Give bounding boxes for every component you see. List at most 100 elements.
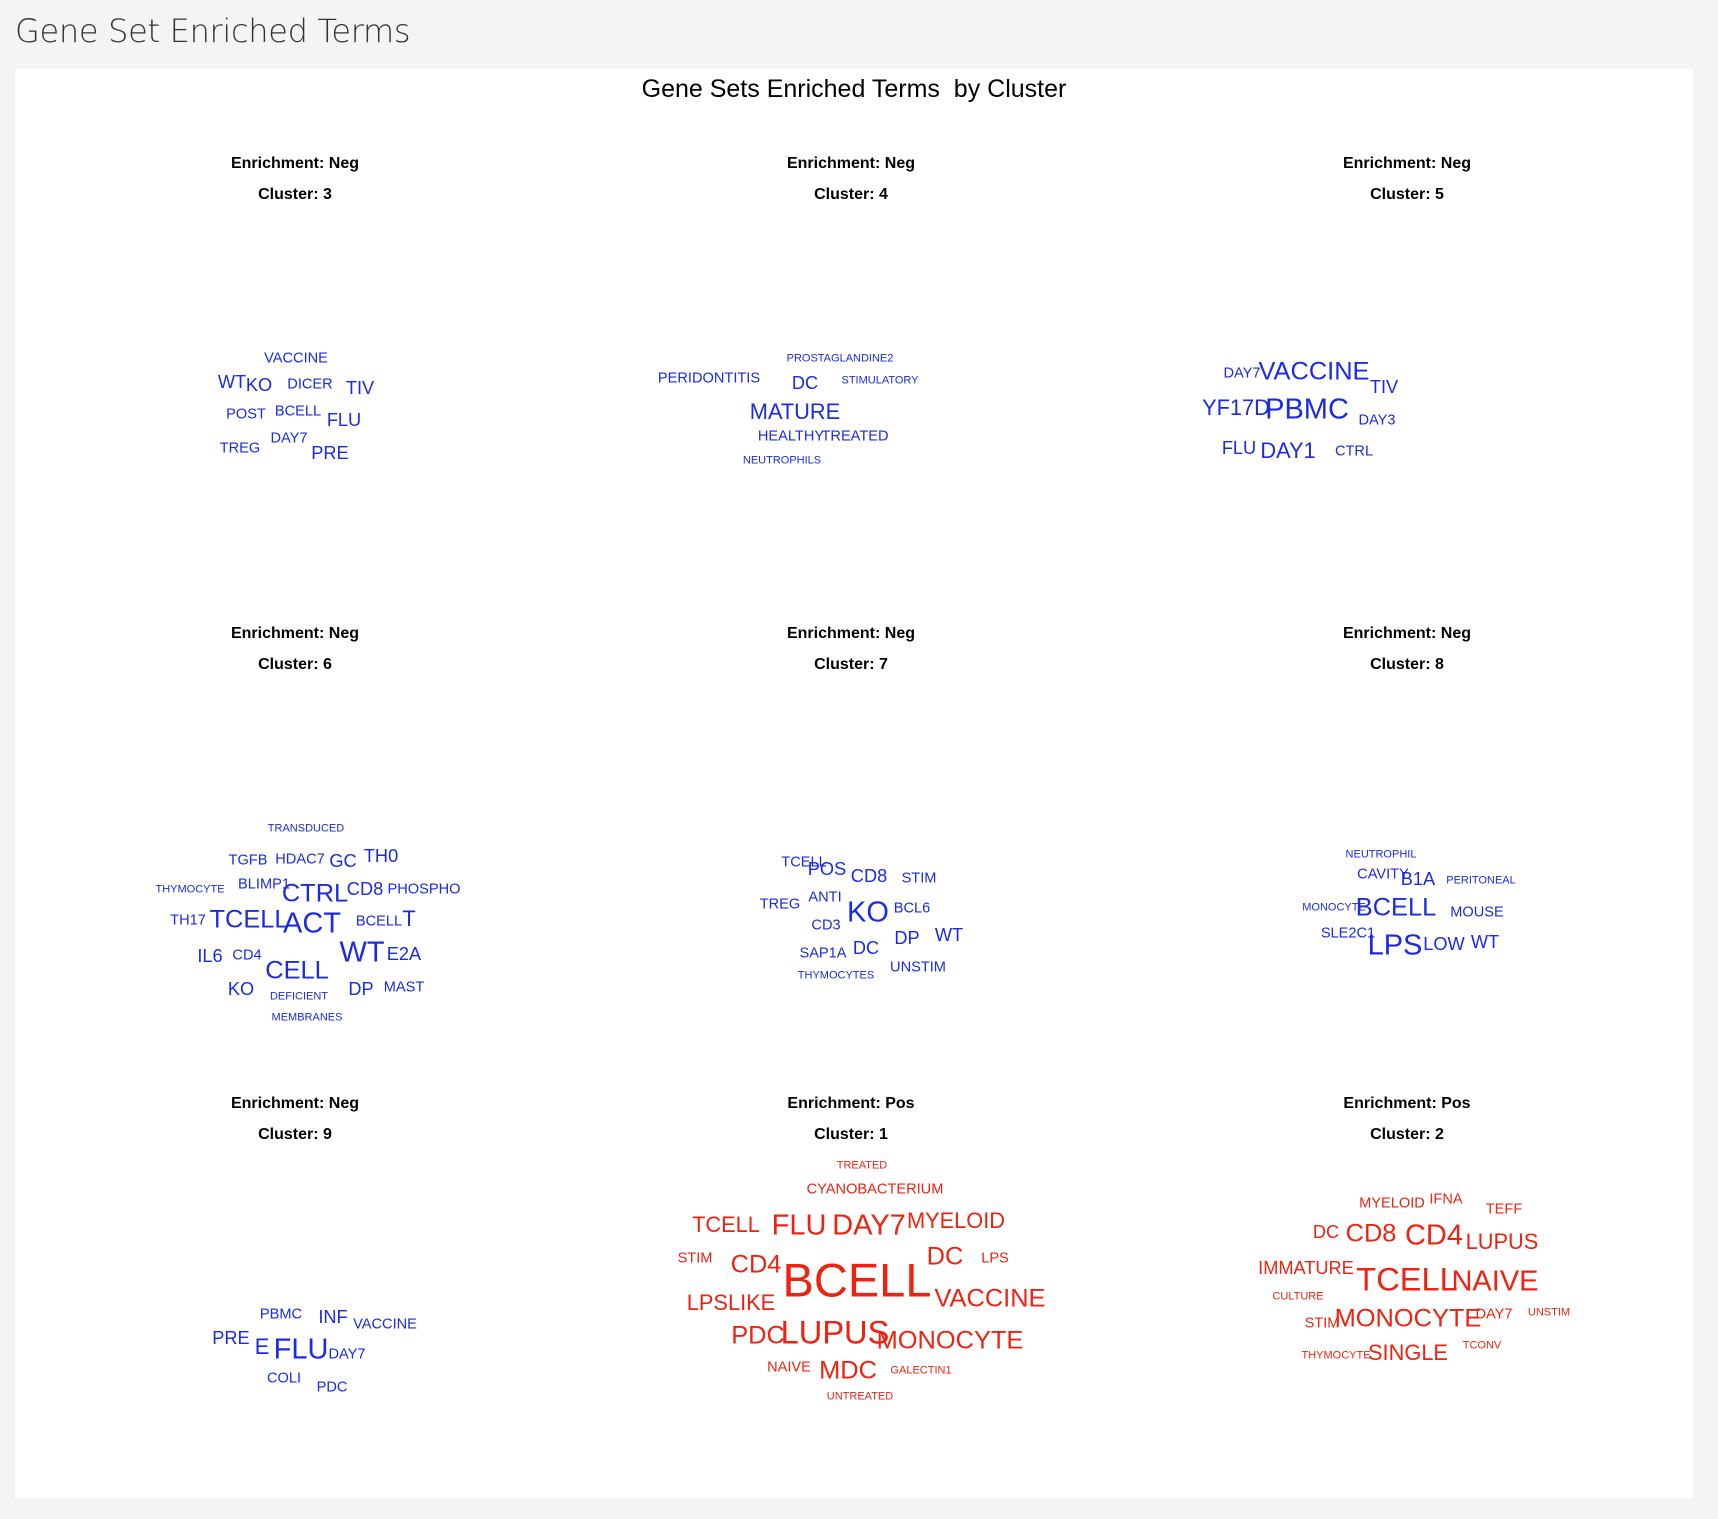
wordcloud-term: TGFB [228, 852, 268, 869]
wordcloud-term: TIV [345, 377, 375, 398]
wordcloud-term: DAY7 [1475, 1306, 1513, 1323]
wordcloud-term: FLU [1221, 437, 1257, 458]
wordcloud-term: DP [348, 978, 374, 999]
wordcloud-term: UNSTIM [890, 959, 946, 976]
wordcloud-term: MEMBRANES [271, 1011, 343, 1024]
wordcloud-term: TREG [759, 896, 801, 913]
wordcloud-term: MOUSE [1450, 904, 1504, 921]
cluster-label: Cluster: 2 [1370, 1126, 1444, 1143]
wordcloud-term: CTRL [1334, 443, 1374, 460]
cluster-panel-5: Enrichment: Neg Cluster: 5 DAY7 VACCINE TIV Y… [1127, 109, 1687, 579]
wordcloud-term: CD8 [346, 878, 384, 899]
wordcloud-term: TIV [1369, 376, 1399, 397]
wordcloud-term: CAVITY [1357, 866, 1409, 883]
cluster-panel-4: Enrichment: Neg Cluster: 4 PROSTAGLANDINE2… [571, 109, 1131, 579]
wordcloud-term: CD8 [850, 865, 888, 886]
wordcloud-term: TREG [219, 440, 261, 457]
wordcloud-term: POST [226, 406, 266, 423]
enrichment-label: Enrichment: Neg [1342, 625, 1471, 642]
wordcloud-term: CD3 [811, 917, 841, 934]
enrichment-label: Enrichment: Neg [786, 625, 915, 642]
wordcloud-term: NAIVE [767, 1359, 811, 1376]
cluster-label: Cluster: 4 [814, 186, 888, 203]
enrichment-label: Enrichment: Neg [1342, 155, 1471, 172]
wordcloud-term: CULTURE [1272, 1290, 1324, 1303]
wordcloud-term: GC [329, 850, 357, 871]
wordcloud-term: IL6 [197, 945, 223, 966]
wordcloud-term: SAP1A [799, 945, 847, 962]
cluster-label: Cluster: 3 [258, 186, 332, 203]
wordcloud-term: TCELL [781, 854, 827, 871]
wordcloud-term: UNTREATED [826, 1390, 894, 1403]
wordcloud-term: CD4 [730, 1250, 782, 1279]
wordcloud-term: LUPUS [1465, 1229, 1539, 1255]
wordcloud-term: DAY7 [328, 1346, 366, 1363]
wordcloud-term: PERIDONTITIS [657, 370, 761, 387]
wordcloud-term: THYMOCYTE [1301, 1349, 1371, 1362]
wordcloud-term: TCELL [692, 1212, 760, 1238]
wordcloud-term: DC [1312, 1221, 1340, 1242]
wordcloud-term: E [254, 1334, 270, 1360]
wordcloud-term: WT [217, 371, 247, 392]
cluster-panel-7: Enrichment: Neg Cluster: 7 TCELL POS CD8 STIM… [571, 579, 1131, 1049]
cluster-panel-9: Enrichment: Neg Cluster: 9 PBMC INF VACCINE P… [15, 1049, 575, 1519]
wordcloud-term: THYMOCYTE [155, 883, 225, 896]
wordcloud-term: INF [318, 1306, 348, 1327]
enrichment-label: Enrichment: Pos [1343, 1095, 1471, 1112]
wordcloud-term: KO [227, 978, 255, 999]
cluster-label: Cluster: 9 [258, 1126, 332, 1143]
wordcloud-term: TH0 [363, 845, 399, 866]
cluster-panel-3: Enrichment: Neg Cluster: 3 VACCINE WT KO DICE… [15, 109, 575, 579]
wordcloud-term: MYELOID [906, 1208, 1006, 1234]
cluster-panel-6: Enrichment: Neg Cluster: 6 TRANSDUCED TGFB H… [15, 579, 575, 1049]
cluster-label: Cluster: 6 [258, 656, 332, 673]
wordcloud-term: BCELL [1355, 893, 1437, 922]
wordcloud-term: CD8 [1345, 1219, 1397, 1248]
cluster-panel-8: Enrichment: Neg Cluster: 8 NEUTROPHIL CAVIT… [1127, 579, 1687, 1049]
wordcloud-term: VACCINE [353, 1316, 417, 1333]
chart-title: Gene Sets Enriched Terms by Cluster [641, 75, 1067, 103]
wordcloud-term: NEUTROPHILS [742, 454, 822, 467]
wordcloud-term: GALECTIN1 [890, 1364, 952, 1377]
cluster-label: Cluster: 7 [814, 656, 888, 673]
wordcloud-term: PBMC [259, 1306, 303, 1323]
wordcloud-term: DICER [287, 376, 333, 393]
cluster-panel-2: Enrichment: Pos Cluster: 2 MYELOID IFNA TEFF… [1127, 1049, 1687, 1519]
wordcloud-term: VACCINE [264, 350, 328, 367]
cluster-panel-1: Enrichment: Pos Cluster: 1 TREATED CYANOBAC… [571, 1049, 1131, 1519]
enrichment-label: Enrichment: Neg [230, 625, 359, 642]
wordcloud-term: STIM [1304, 1315, 1340, 1332]
page-title: Gene Set Enriched Terms [15, 12, 411, 50]
cluster-label: Cluster: 1 [814, 1126, 888, 1143]
wordcloud-term: B1A [1400, 868, 1436, 889]
wordcloud-term: CYANOBACTERIUM [806, 1181, 944, 1198]
wordcloud-term: DAY3 [1358, 412, 1396, 429]
wordcloud-term: ACT [283, 907, 341, 940]
wordcloud-term: LPSLIKE [686, 1290, 776, 1316]
wordcloud-term: WT [1470, 931, 1500, 952]
wordcloud-term: DC [926, 1242, 964, 1271]
wordcloud-term: BCELL [274, 403, 322, 420]
enrichment-label: Enrichment: Pos [787, 1095, 915, 1112]
wordcloud-term: POS [807, 858, 847, 879]
wordcloud-term: DAY7 [832, 1209, 906, 1242]
wordcloud-term: NEUTROPHIL [1345, 848, 1417, 861]
wordcloud-term: VACCINE [934, 1284, 1046, 1313]
wordcloud-term: T [402, 906, 416, 932]
wordcloud-term: PDC [316, 1379, 348, 1396]
cluster-label: Cluster: 5 [1370, 186, 1444, 203]
wordcloud-term: E2A [386, 943, 422, 964]
wordcloud-term: MONOCYTE [876, 1326, 1024, 1355]
wordcloud-term: LPS [1367, 929, 1423, 962]
wordcloud-term: YF17D [1202, 395, 1270, 421]
wordcloud-term: MDC [819, 1356, 877, 1385]
wordcloud-term: LUPUS [780, 1313, 890, 1351]
wordcloud-term: MATURE [749, 399, 841, 425]
wordcloud-term: TCONV [1462, 1339, 1502, 1352]
wordcloud-term: TH17 [170, 912, 206, 929]
wordcloud-term: PBMC [1265, 393, 1349, 426]
chart-panel: Gene Sets Enriched Terms by Cluster Enri… [15, 69, 1693, 1498]
wordcloud-term: CTRL [281, 879, 349, 908]
wordcloud-term: PROSTAGLANDINE2 [786, 352, 894, 365]
wordcloud-term: VACCINE [1258, 357, 1370, 386]
